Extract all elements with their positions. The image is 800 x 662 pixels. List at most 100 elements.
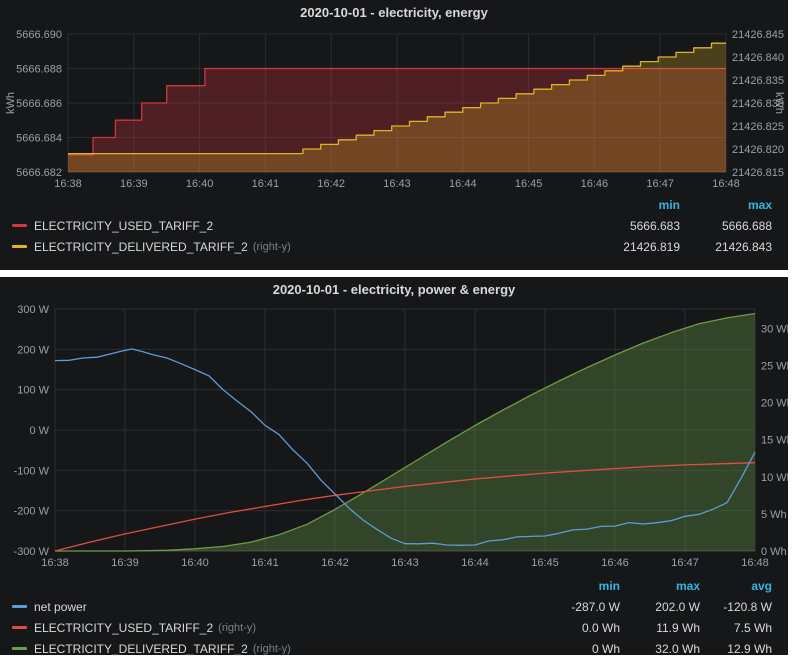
svg-text:25 Wh: 25 Wh <box>761 360 788 372</box>
svg-text:21426.845: 21426.845 <box>732 29 784 41</box>
svg-text:21426.825: 21426.825 <box>732 121 784 133</box>
legend-max-value: 202.0 W <box>655 599 700 614</box>
svg-text:16:46: 16:46 <box>581 178 609 190</box>
series-color-marker <box>12 626 27 629</box>
svg-text:16:43: 16:43 <box>391 557 419 569</box>
svg-text:16:44: 16:44 <box>449 178 477 190</box>
svg-text:16:48: 16:48 <box>712 178 740 190</box>
energy-chart[interactable]: 16:38 16:39 16:40 16:41 16:42 16:43 16:44 16:45… <box>0 26 788 194</box>
legend-row-used-tariff: ELECTRICITY_USED_TARIFF_2 (right-y) 0.0 … <box>0 617 788 638</box>
legend-row-delivered-tariff: ELECTRICITY_DELIVERED_TARIFF_2 (right-y)… <box>0 638 788 659</box>
svg-text:16:44: 16:44 <box>461 557 489 569</box>
panel-energy-title: 2020-10-01 - electricity, energy <box>300 5 488 20</box>
svg-text:0 W: 0 W <box>29 425 49 437</box>
legend-max-value: 5666.688 <box>721 218 772 233</box>
svg-text:16:41: 16:41 <box>251 557 279 569</box>
svg-text:16:46: 16:46 <box>601 557 629 569</box>
panel-power-energy: 2020-10-01 - electricity, power & energy… <box>0 277 788 656</box>
legend-header-row: min max <box>0 194 788 215</box>
right-y-tag: (right-y) <box>252 642 291 655</box>
svg-text:21426.835: 21426.835 <box>732 75 784 87</box>
energy-legend: min max ELECTRICITY_USED_TARIFF_2 5666.6… <box>0 194 788 257</box>
legend-series-net-power[interactable]: net power <box>12 600 524 614</box>
legend-header-avg[interactable]: avg <box>751 578 772 593</box>
svg-text:20 Wh: 20 Wh <box>761 398 788 410</box>
svg-text:16:48: 16:48 <box>741 557 769 569</box>
svg-text:21426.820: 21426.820 <box>732 144 784 156</box>
svg-text:16:40: 16:40 <box>181 557 209 569</box>
svg-text:kWh: kWh <box>5 92 17 114</box>
legend-max-value: 21426.843 <box>715 239 772 254</box>
svg-text:300 W: 300 W <box>17 304 49 316</box>
legend-min-value: 21426.819 <box>623 239 680 254</box>
power-energy-legend: min max avg net power -287.0 W 202.0 W -… <box>0 575 788 659</box>
legend-row-used-tariff: ELECTRICITY_USED_TARIFF_2 5666.683 5666.… <box>0 215 788 236</box>
svg-text:5666.686: 5666.686 <box>16 98 62 110</box>
legend-series-used-tariff[interactable]: ELECTRICITY_USED_TARIFF_2 <box>12 219 588 233</box>
right-y-tag: (right-y) <box>218 621 257 634</box>
legend-header-max[interactable]: max <box>747 197 772 212</box>
svg-text:kWh: kWh <box>773 92 785 114</box>
series-color-marker <box>12 647 27 650</box>
legend-series-label: ELECTRICITY_DELIVERED_TARIFF_2 <box>34 641 248 656</box>
legend-avg-value: 7.5 Wh <box>733 620 772 635</box>
legend-series-label: net power <box>34 599 87 614</box>
legend-header-row: min max avg <box>0 575 788 596</box>
power-energy-chart[interactable]: 16:38 16:39 16:40 16:41 16:42 16:43 16:44 16:45… <box>0 303 788 575</box>
legend-series-delivered-tariff[interactable]: ELECTRICITY_DELIVERED_TARIFF_2 (right-y) <box>12 642 524 656</box>
svg-text:10 Wh: 10 Wh <box>761 472 788 484</box>
svg-text:16:39: 16:39 <box>111 557 139 569</box>
legend-header-max[interactable]: max <box>675 578 700 593</box>
svg-text:16:45: 16:45 <box>531 557 559 569</box>
svg-text:16:45: 16:45 <box>515 178 543 190</box>
svg-text:15 Wh: 15 Wh <box>761 435 788 447</box>
svg-text:5666.690: 5666.690 <box>16 29 62 41</box>
legend-row-net-power: net power -287.0 W 202.0 W -120.8 W <box>0 596 788 617</box>
legend-max-value: 32.0 Wh <box>655 641 700 656</box>
svg-text:16:41: 16:41 <box>252 178 280 190</box>
legend-header-min[interactable]: min <box>598 578 620 593</box>
svg-text:30 Wh: 30 Wh <box>761 323 788 335</box>
legend-min-value: 0.0 Wh <box>581 620 620 635</box>
legend-min-value: -287.0 W <box>571 599 620 614</box>
legend-min-value: 5666.683 <box>629 218 680 233</box>
svg-text:-300 W: -300 W <box>14 546 50 558</box>
svg-text:0 Wh: 0 Wh <box>761 546 787 558</box>
series-color-marker <box>12 605 27 608</box>
svg-text:16:47: 16:47 <box>646 178 674 190</box>
svg-text:16:42: 16:42 <box>317 178 345 190</box>
legend-series-used-tariff[interactable]: ELECTRICITY_USED_TARIFF_2 (right-y) <box>12 621 524 635</box>
legend-avg-value: -120.8 W <box>723 599 772 614</box>
svg-text:5666.684: 5666.684 <box>16 133 62 145</box>
svg-text:21426.830: 21426.830 <box>732 98 784 110</box>
legend-series-label: ELECTRICITY_USED_TARIFF_2 <box>34 218 214 233</box>
svg-text:5666.688: 5666.688 <box>16 64 62 76</box>
right-y-tag: (right-y) <box>252 240 291 253</box>
svg-text:21426.840: 21426.840 <box>732 52 784 64</box>
legend-series-delivered-tariff[interactable]: ELECTRICITY_DELIVERED_TARIFF_2 (right-y) <box>12 240 588 254</box>
svg-text:16:40: 16:40 <box>186 178 214 190</box>
legend-avg-value: 12.9 Wh <box>727 641 772 656</box>
legend-series-label: ELECTRICITY_DELIVERED_TARIFF_2 <box>34 239 248 254</box>
legend-header-min[interactable]: min <box>658 197 680 212</box>
panel-power-energy-title: 2020-10-01 - electricity, power & energy <box>272 282 516 297</box>
svg-text:16:38: 16:38 <box>41 557 69 569</box>
svg-text:16:38: 16:38 <box>54 178 82 190</box>
legend-min-value: 0 Wh <box>591 641 620 656</box>
svg-text:200 W: 200 W <box>17 344 49 356</box>
svg-text:5666.682: 5666.682 <box>16 167 62 179</box>
series-color-marker <box>12 224 27 227</box>
svg-text:21426.815: 21426.815 <box>732 167 784 179</box>
legend-series-label: ELECTRICITY_USED_TARIFF_2 <box>34 620 214 635</box>
svg-text:-100 W: -100 W <box>14 465 50 477</box>
svg-text:16:47: 16:47 <box>671 557 699 569</box>
svg-text:16:43: 16:43 <box>383 178 411 190</box>
svg-text:-200 W: -200 W <box>14 506 50 518</box>
svg-text:100 W: 100 W <box>17 385 49 397</box>
svg-text:5 Wh: 5 Wh <box>761 509 787 521</box>
series-color-marker <box>12 245 27 248</box>
svg-text:16:39: 16:39 <box>120 178 148 190</box>
legend-max-value: 11.9 Wh <box>656 620 700 635</box>
legend-row-delivered-tariff: ELECTRICITY_DELIVERED_TARIFF_2 (right-y)… <box>0 236 788 257</box>
